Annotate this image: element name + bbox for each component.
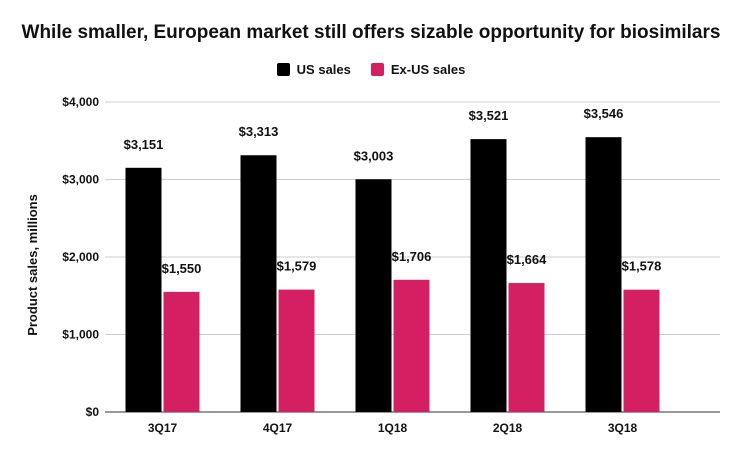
data-label: $1,579	[277, 259, 317, 274]
data-label: $1,550	[162, 261, 202, 276]
y-tick-label: $2,000	[62, 250, 99, 264]
data-label: $3,313	[239, 124, 279, 139]
x-tick-label: 2Q18	[493, 421, 523, 435]
data-label: $3,003	[354, 148, 394, 163]
chart-title: While smaller, European market still off…	[21, 22, 721, 43]
y-tick-label: $0	[86, 405, 100, 419]
bar-us	[240, 155, 277, 412]
legend-label-us: US sales	[296, 62, 351, 77]
bar-us	[355, 179, 392, 412]
bar-us	[470, 139, 507, 412]
bar-exus	[163, 291, 200, 412]
legend: US sales Ex-US sales	[0, 62, 742, 77]
y-tick-label: $1,000	[62, 328, 99, 342]
legend-item-us: US sales	[276, 62, 351, 77]
legend-swatch-us	[276, 63, 290, 76]
bar-exus	[623, 289, 660, 412]
data-label: $1,664	[507, 252, 548, 267]
data-label: $1,578	[622, 259, 662, 274]
y-tick-label: $3,000	[62, 173, 99, 187]
y-tick-label: $4,000	[62, 95, 99, 109]
bar-exus	[508, 283, 545, 412]
bar-exus	[278, 289, 315, 412]
bar-exus	[393, 279, 430, 412]
x-tick-label: 1Q18	[378, 421, 408, 435]
x-tick-label: 3Q17	[148, 421, 178, 435]
bar-us	[125, 167, 162, 412]
legend-label-exus: Ex-US sales	[390, 62, 466, 77]
x-tick-label: 3Q18	[608, 421, 638, 435]
legend-swatch-exus	[370, 63, 384, 76]
data-label: $1,706	[392, 249, 432, 264]
data-label: $3,521	[469, 108, 509, 123]
data-label: $3,151	[124, 137, 164, 152]
y-axis-label: Product sales, millions	[25, 194, 40, 336]
x-tick-label: 4Q17	[263, 421, 293, 435]
bar-us	[585, 137, 622, 412]
data-label: $3,546	[584, 106, 624, 121]
legend-item-exus: Ex-US sales	[370, 62, 466, 77]
